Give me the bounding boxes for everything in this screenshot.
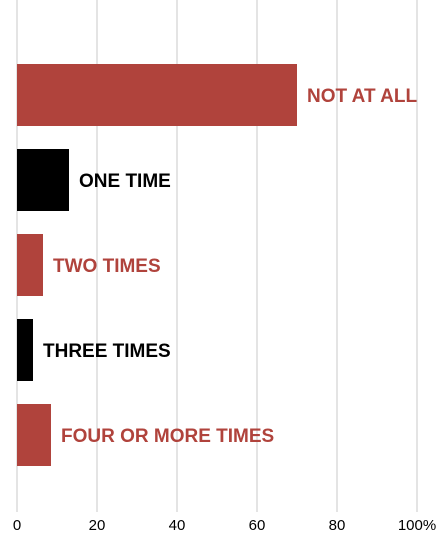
- bar-label-three-times: THREE TIMES: [43, 341, 171, 362]
- bar-not-at-all: [17, 64, 297, 126]
- x-axis-ticks: 0 20 40 60 80 100%: [13, 517, 436, 534]
- x-tick-label: 100%: [398, 517, 436, 534]
- x-tick-label: 80: [329, 517, 346, 534]
- bar-three-times: [17, 319, 33, 381]
- x-tick-label: 60: [249, 517, 266, 534]
- bar-one-time: [17, 149, 69, 211]
- x-tick-label: 40: [169, 517, 186, 534]
- x-tick-label: 20: [89, 517, 106, 534]
- bar-labels: NOT AT ALL ONE TIME TWO TIMES THREE TIMES FO…: [43, 86, 417, 447]
- bar-four-or-more-times: [17, 404, 51, 466]
- bar-label-two-times: TWO TIMES: [53, 256, 161, 277]
- bar-label-one-time: ONE TIME: [79, 171, 171, 192]
- bar-label-not-at-all: NOT AT ALL: [307, 86, 417, 107]
- bars: [17, 64, 297, 466]
- bar-two-times: [17, 234, 43, 296]
- x-tick-label: 0: [13, 517, 21, 534]
- bar-label-four-or-more-times: FOUR OR MORE TIMES: [61, 426, 274, 447]
